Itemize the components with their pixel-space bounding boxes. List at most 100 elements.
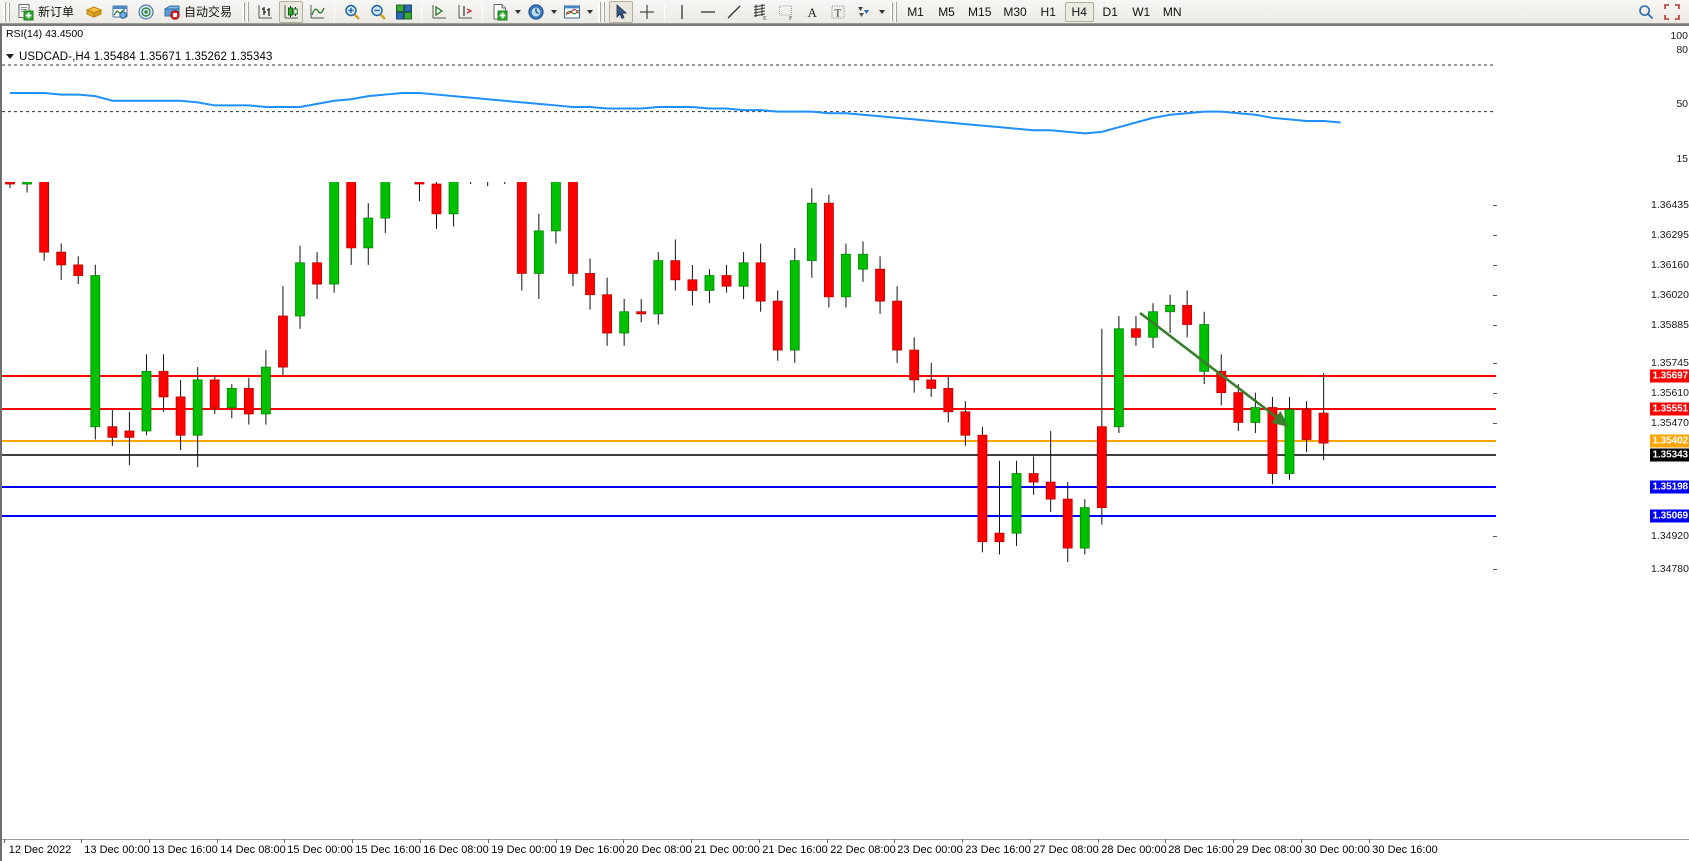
time-tick-label: 15 Dec 16:00: [355, 844, 421, 856]
terminal-button[interactable]: [108, 1, 132, 23]
price-candlestick-svg: [2, 77, 1496, 562]
candle-body: [585, 273, 595, 296]
time-tick-mark: [420, 839, 421, 843]
templates-button[interactable]: [488, 1, 512, 23]
candle-body: [806, 202, 817, 262]
candle-body: [1284, 409, 1295, 474]
shapes-dropdown-caret[interactable]: [879, 9, 886, 14]
periods-dropdown-caret[interactable]: [551, 9, 558, 14]
svg-text:T: T: [835, 7, 842, 19]
price-tick-label: 1.35470: [1651, 417, 1689, 429]
time-tick-mark: [962, 839, 963, 843]
shapes-button[interactable]: [852, 1, 876, 23]
price-tick-label: 1.36435: [1651, 199, 1689, 211]
time-tick-mark: [623, 839, 624, 843]
trendline-button[interactable]: [722, 1, 746, 23]
price-tick-label: 1.36160: [1651, 259, 1689, 271]
candle-body: [1182, 304, 1193, 325]
candle-body: [670, 260, 681, 281]
time-axis[interactable]: 12 Dec 2022 13 Dec 00:00 13 Dec 16:00 14 De…: [2, 839, 1689, 861]
candle-body: [158, 370, 169, 398]
rsi-svg: [2, 64, 1496, 135]
new-order-icon: [18, 3, 34, 20]
periods-icon: [528, 3, 544, 20]
line-chart-button[interactable]: [305, 1, 329, 23]
terminal-icon: [112, 5, 128, 19]
candle-body: [533, 230, 544, 274]
search-button[interactable]: [1634, 1, 1658, 23]
zoom-out-button[interactable]: [366, 1, 390, 23]
chart-area[interactable]: USDCAD-,H4 1.35484 1.35671 1.35262 1.353…: [0, 24, 1689, 861]
timeframe-m5[interactable]: M5: [938, 4, 955, 19]
candlestick-chart-button[interactable]: [279, 0, 304, 23]
timeframe-w1[interactable]: W1: [1132, 4, 1151, 19]
fullscreen-button[interactable]: [1660, 1, 1684, 23]
time-tick-label: 12 Dec 2022: [8, 844, 72, 856]
price-tick-mark: [1493, 205, 1497, 206]
time-tick-mark: [1301, 839, 1302, 843]
indicators-button[interactable]: [560, 1, 584, 23]
chart-shift-button[interactable]: [427, 1, 451, 23]
candle-body: [602, 294, 612, 334]
text-label-icon: T: [831, 5, 845, 19]
timeframe-m15[interactable]: M15: [968, 4, 992, 19]
equidistant-channel-button[interactable]: F: [774, 1, 798, 23]
autotrading-button[interactable]: 自动交易: [160, 1, 238, 23]
time-tick-label: 30 Dec 00:00: [1304, 844, 1370, 856]
rsi-line: [10, 92, 1341, 135]
collapse-triangle-icon[interactable]: [6, 54, 14, 59]
price-tick-mark: [1493, 295, 1497, 296]
toolbar-grip-1[interactable]: [3, 1, 10, 22]
timeframe-h4[interactable]: H4: [1064, 1, 1094, 22]
zoom-in-button[interactable]: [340, 1, 364, 23]
candle-body: [1199, 324, 1210, 372]
navigator-button[interactable]: [134, 1, 158, 23]
crosshair-button[interactable]: [635, 1, 659, 23]
bar-chart-button[interactable]: [253, 1, 277, 23]
timeframe-m30[interactable]: M30: [1003, 4, 1027, 19]
price-tick-mark: [1493, 265, 1497, 266]
vertical-line-button[interactable]: [670, 1, 694, 23]
candle-body: [926, 379, 937, 389]
briefcase-button[interactable]: [82, 1, 106, 23]
toolbar-separator-4: [664, 2, 666, 21]
toolbar-grip-3[interactable]: [598, 1, 606, 22]
new-order-button[interactable]: 新订单: [14, 1, 80, 23]
text-button[interactable]: A: [800, 1, 824, 23]
rsi-scale-label: 50: [1676, 98, 1688, 110]
candle-body: [431, 183, 442, 215]
time-tick-label: 13 Dec 16:00: [152, 844, 218, 856]
timeframe-h1[interactable]: H1: [1040, 4, 1056, 19]
price-tick-label: 1.36295: [1651, 229, 1689, 241]
price-tick-mark: [1493, 235, 1497, 236]
candle-body: [1045, 481, 1056, 500]
horizontal-line-button[interactable]: [696, 1, 720, 23]
templates-dropdown-caret[interactable]: [515, 9, 522, 14]
cursor-button[interactable]: [609, 0, 634, 23]
time-tick-mark: [4, 839, 5, 843]
timeframe-mn[interactable]: MN: [1162, 4, 1182, 19]
candle-body: [1165, 304, 1175, 313]
timeframe-d1[interactable]: D1: [1102, 4, 1118, 19]
periods-button[interactable]: [524, 1, 548, 23]
fibonacci-icon: E: [753, 3, 767, 21]
text-label-button[interactable]: T: [826, 1, 850, 23]
candle-body: [909, 349, 920, 381]
candle-body: [90, 275, 101, 428]
crosshair-icon: [640, 4, 655, 19]
time-tick-mark: [217, 839, 218, 843]
toolbar-grip-2[interactable]: [242, 1, 250, 22]
fibonacci-button[interactable]: E: [748, 1, 772, 23]
indicators-dropdown-caret[interactable]: [587, 9, 594, 14]
tile-windows-button[interactable]: [392, 1, 416, 23]
candle-body: [1318, 412, 1329, 444]
timeframe-m1[interactable]: M1: [907, 4, 924, 19]
time-tick-mark: [1165, 839, 1166, 843]
time-tick-label: 23 Dec 16:00: [965, 844, 1031, 856]
auto-scroll-button[interactable]: [453, 1, 477, 23]
candle-body: [721, 275, 732, 287]
price-tag-resistance-1: 1.35697: [1649, 369, 1689, 383]
toolbar-grip-4[interactable]: [890, 1, 898, 22]
candle-body: [789, 260, 800, 351]
rsi-pane[interactable]: RSI(14) 43.4500 100 80 50 15: [2, 24, 1689, 182]
